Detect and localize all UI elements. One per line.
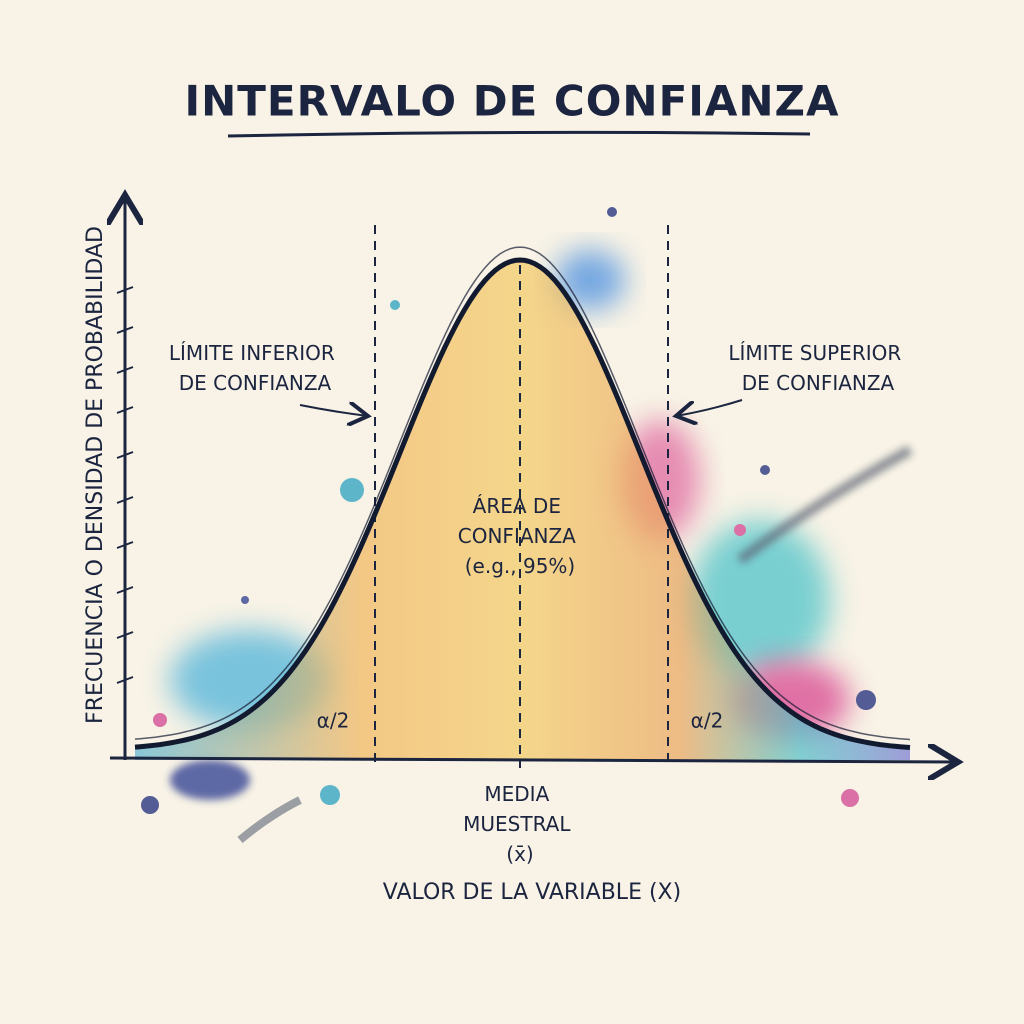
alpha-label: α/2 xyxy=(317,709,350,733)
lower-limit-label: LÍMITE INFERIOR DE CONFIANZA xyxy=(169,341,341,395)
y-axis-ticks xyxy=(116,286,134,684)
bell-curve-sketch xyxy=(134,246,911,741)
arrow xyxy=(299,405,368,416)
confidence-area-label: ÁREA DE CONFIANZA (e.g., 95%) xyxy=(458,494,582,578)
x-axis-label: VALOR DE LA VARIABLE (X) xyxy=(383,880,681,905)
arrow xyxy=(676,399,743,416)
title: INTERVALO DE CONFIANZA xyxy=(185,77,840,126)
upper-limit-label: LÍMITE SUPERIOR DE CONFIANZA xyxy=(728,341,907,395)
dashed-lines xyxy=(374,225,669,768)
y-axis-label: FRECUENCIA O DENSIDAD DE PROBABILIDAD xyxy=(83,226,108,724)
bell-curve xyxy=(134,257,911,750)
alpha-label: α/2 xyxy=(691,709,724,733)
x-axis xyxy=(109,758,958,762)
mean-label: MEDIA MUESTRAL (x̄) xyxy=(463,782,577,866)
title-underline xyxy=(227,130,811,138)
